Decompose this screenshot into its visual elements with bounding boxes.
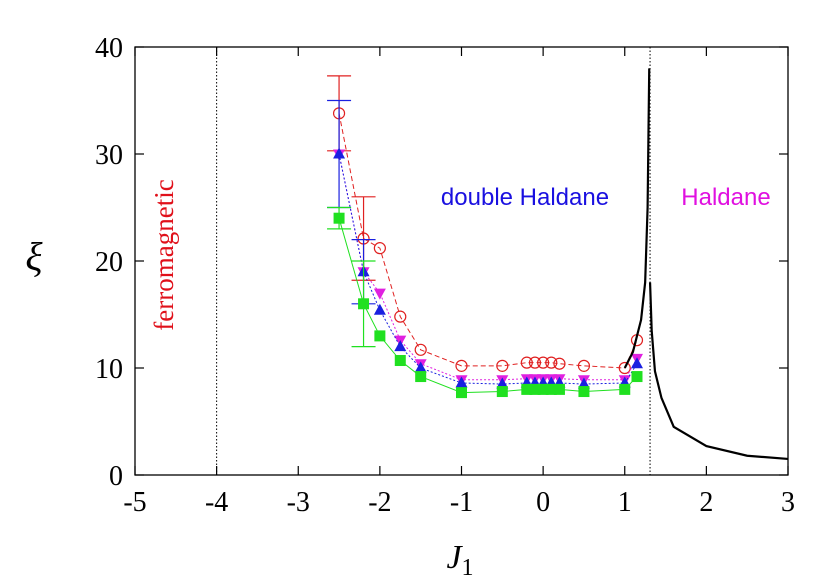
x-axis-label-main: J: [446, 539, 463, 576]
y-tick-label: 10: [95, 354, 123, 385]
x-tick-label: -3: [287, 487, 310, 518]
y-tick-label: 30: [95, 140, 123, 171]
data-point: [537, 383, 549, 395]
series-line: [338, 153, 638, 381]
data-point: [414, 361, 427, 373]
data-point: [618, 361, 631, 375]
data-point: [496, 386, 508, 398]
data-point: [545, 356, 558, 369]
data-point: [577, 359, 591, 372]
data-point: [577, 377, 590, 389]
series-line: [623, 68, 651, 369]
data-point: [630, 357, 643, 369]
x-tick-label: -1: [450, 487, 473, 518]
x-tick-label: 0: [536, 487, 550, 518]
data-point: [333, 212, 345, 224]
x-tick-label: 1: [618, 487, 632, 518]
y-axis-label: ξ: [25, 234, 43, 279]
y-tick-label: 20: [95, 247, 123, 278]
data-point: [358, 298, 370, 310]
data-point: [528, 356, 542, 369]
data-point: [373, 303, 386, 315]
data-point: [619, 383, 631, 395]
data-point: [373, 242, 386, 255]
data-point: [553, 383, 565, 395]
data-point: [529, 383, 541, 395]
vertical-reference-lines: [216, 47, 651, 475]
annotations: ferromagnetic double Haldane Haldane: [149, 179, 771, 330]
x-axis-label: J1: [446, 539, 473, 581]
data-point: [333, 147, 346, 159]
data-point: [394, 310, 407, 323]
x-tick-label: 3: [781, 487, 795, 518]
data-point: [394, 355, 406, 367]
y-tick-label: 0: [109, 461, 123, 492]
data-point: [496, 377, 509, 389]
data-point: [415, 371, 427, 383]
series-0: [327, 75, 644, 375]
data-point: [414, 343, 427, 356]
data-point: [455, 359, 468, 372]
data-point: [394, 340, 407, 352]
data-point: [537, 356, 550, 369]
region-label-haldane: Haldane: [681, 184, 770, 211]
series-line: [338, 113, 638, 369]
series-4: [623, 68, 651, 369]
data-point: [521, 383, 533, 395]
series-layer: [327, 68, 789, 461]
data-point: [373, 288, 386, 300]
data-point: [553, 357, 566, 370]
axis-labels: J1 ξ: [25, 234, 473, 581]
plot-frame: [134, 46, 789, 476]
data-point: [545, 383, 557, 395]
x-tick-label: 2: [699, 487, 713, 518]
x-tick-label: -5: [123, 487, 146, 518]
y-tick-label: 40: [95, 33, 123, 64]
x-tick-label: -2: [368, 487, 391, 518]
region-label-double-haldane: double Haldane: [441, 184, 609, 211]
x-axis-label-subscript: 1: [462, 555, 474, 581]
data-point: [631, 371, 643, 383]
x-tick-label: -4: [205, 487, 228, 518]
region-label-ferromagnetic: ferromagnetic: [149, 179, 179, 330]
data-point: [520, 356, 533, 369]
data-point: [456, 387, 467, 399]
series-5: [648, 282, 789, 461]
data-point: [374, 330, 386, 342]
data-point: [496, 359, 509, 372]
data-point: [455, 376, 468, 388]
series-3: [327, 206, 643, 399]
data-point: [578, 386, 590, 398]
series-line: [648, 282, 789, 461]
